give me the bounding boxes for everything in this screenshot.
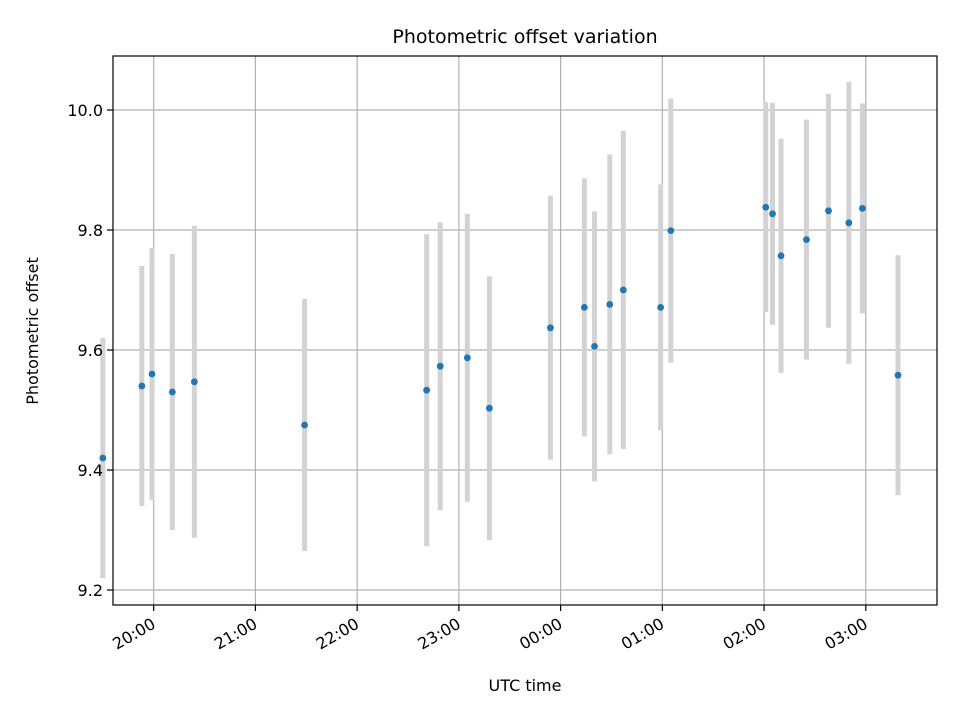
data-point: [168, 388, 176, 396]
x-axis: 20:00 21:00 22:00 23:00 00:00 01:00 02:00 03:00: [109, 605, 871, 654]
data-point: [138, 382, 146, 390]
data-point: [580, 304, 588, 311]
data-point: [423, 386, 431, 394]
data-point: [825, 207, 832, 215]
x-axis-label: UTC time: [489, 676, 562, 695]
x-tick-label: 01:00: [618, 614, 667, 654]
data-point: [657, 304, 665, 311]
x-tick-label: 22:00: [313, 614, 362, 654]
data-point: [190, 378, 198, 386]
data-point: [894, 371, 902, 379]
data-point: [769, 210, 776, 218]
data-point: [99, 454, 107, 462]
data-point: [619, 286, 627, 294]
y-axis: 9.2 9.4 9.6 9.8 10.0: [67, 101, 113, 600]
data-point: [547, 324, 554, 332]
data-point: [606, 301, 614, 308]
y-tick-label: 10.0: [67, 101, 103, 120]
data-point: [436, 362, 444, 370]
data-point: [803, 236, 810, 244]
y-axis-label: Photometric offset: [23, 257, 42, 405]
x-tick-label: 02:00: [720, 614, 769, 654]
data-point: [301, 421, 308, 429]
data-point: [485, 404, 493, 412]
data-point: [463, 354, 471, 362]
y-tick-label: 9.6: [78, 341, 103, 360]
data-point: [845, 219, 853, 227]
x-tick-label: 23:00: [414, 614, 463, 654]
data-point: [762, 203, 770, 211]
error-bars: [100, 81, 901, 578]
data-point: [858, 205, 866, 212]
chart-title: Photometric offset variation: [392, 26, 657, 48]
data-point: [591, 343, 598, 350]
x-tick-label: 00:00: [516, 614, 565, 654]
y-tick-label: 9.2: [78, 581, 103, 600]
x-tick-label: 03:00: [821, 614, 870, 654]
data-point: [148, 370, 156, 378]
x-tick-label: 21:00: [211, 614, 260, 654]
y-tick-label: 9.4: [78, 461, 103, 480]
data-points: [99, 203, 902, 462]
x-tick-label: 20:00: [109, 614, 158, 654]
data-point: [667, 227, 675, 235]
grid-lines: [113, 56, 937, 605]
plot-frame: [112, 55, 938, 606]
data-point: [777, 252, 785, 260]
y-tick-label: 9.8: [78, 221, 103, 240]
